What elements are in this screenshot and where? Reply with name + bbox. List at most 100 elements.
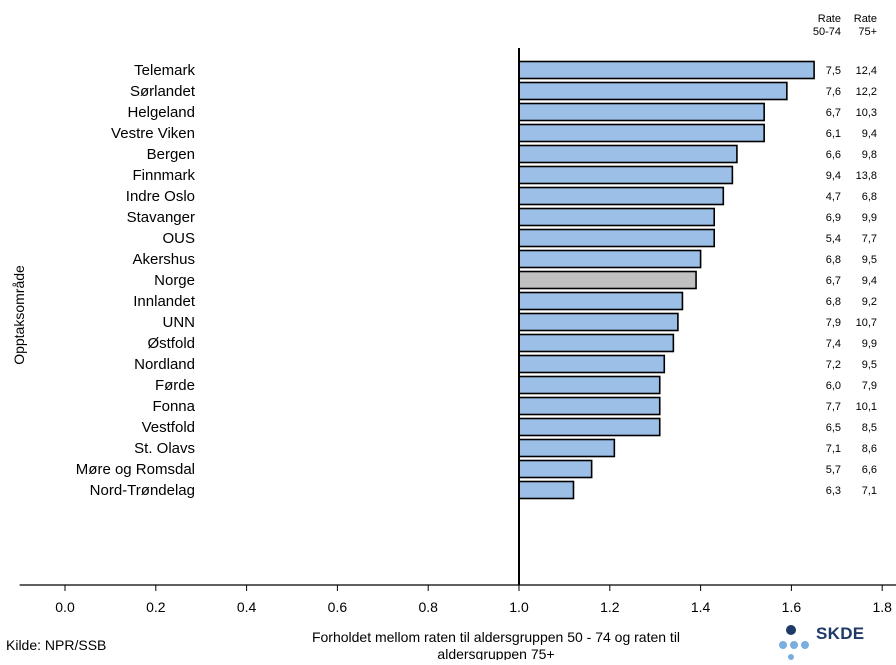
bar xyxy=(518,396,661,416)
rate-50-74-value: 6,1 xyxy=(826,128,841,140)
y-axis-title: Opptaksområde xyxy=(11,265,27,365)
rate-75-value: 9,2 xyxy=(862,296,877,308)
rate-75-value: 6,8 xyxy=(862,191,877,203)
logo-dots-icon xyxy=(779,625,809,660)
category-label: Vestre Viken xyxy=(111,125,195,142)
bar xyxy=(518,207,716,227)
bar xyxy=(518,312,679,332)
x-tick-label: 1.2 xyxy=(600,599,620,615)
bar xyxy=(518,228,716,248)
bar xyxy=(518,144,738,164)
bar xyxy=(518,249,702,269)
bar xyxy=(518,417,661,437)
rate-50-74-value: 6,7 xyxy=(826,107,841,119)
rate-75-value: 10,3 xyxy=(856,107,877,119)
category-label: Norge xyxy=(154,272,195,289)
bar xyxy=(518,165,734,185)
bar xyxy=(518,186,725,206)
rate-50-74-value: 7,4 xyxy=(826,338,841,350)
bar xyxy=(518,123,765,143)
category-label: Førde xyxy=(155,377,195,394)
rate-50-74-value: 6,8 xyxy=(826,254,841,266)
category-label: Finnmark xyxy=(132,167,195,184)
table-header: Rate 75+ xyxy=(854,13,877,38)
category-label: Stavanger xyxy=(127,209,195,226)
bar xyxy=(518,354,666,374)
x-axis-title: Forholdet mellom raten til aldersgruppen… xyxy=(312,629,680,660)
rate-50-74-value: 9,4 xyxy=(826,170,841,182)
x-tick-label: 1.4 xyxy=(691,599,711,615)
rate-75-value: 10,7 xyxy=(856,317,877,329)
x-tick-label: 0.4 xyxy=(237,599,257,615)
category-label: Bergen xyxy=(147,146,195,163)
category-label: Innlandet xyxy=(133,293,196,310)
rate-50-74-value: 5,7 xyxy=(826,464,841,476)
rate-50-74-value: 6,8 xyxy=(826,296,841,308)
category-label: Sørlandet xyxy=(130,83,196,100)
bar xyxy=(518,60,815,80)
category-label: UNN xyxy=(163,314,196,331)
category-label: Fonna xyxy=(152,398,195,415)
rate-75-value: 12,2 xyxy=(856,86,877,98)
rate-50-74-value: 7,1 xyxy=(826,443,841,455)
bar xyxy=(518,270,697,290)
category-label: Helgeland xyxy=(127,104,195,121)
rate-75-value: 9,4 xyxy=(862,128,877,140)
x-tick-label: 0.8 xyxy=(418,599,438,615)
rate-50-74-value: 7,9 xyxy=(826,317,841,329)
rate-50-74-value: 6,5 xyxy=(826,422,841,434)
rate-75-value: 9,5 xyxy=(862,254,877,266)
rate-50-74-value: 7,2 xyxy=(826,359,841,371)
category-label: Møre og Romsdal xyxy=(76,461,195,478)
rate-75-value: 9,5 xyxy=(862,359,877,371)
source-note: Kilde: NPR/SSB xyxy=(6,637,107,653)
rate-75-value: 8,5 xyxy=(862,422,877,434)
rate-50-74-value: 6,3 xyxy=(826,485,841,497)
bar xyxy=(518,375,661,395)
rate-75-value: 9,4 xyxy=(862,275,877,287)
category-label: Nordland xyxy=(134,356,195,373)
logo-text: SKDE xyxy=(816,624,865,643)
category-label: Vestfold xyxy=(142,419,195,436)
category-label: Nord-Trøndelag xyxy=(90,482,195,499)
bar xyxy=(518,438,616,458)
x-tick-label: 0.6 xyxy=(328,599,348,615)
rate-50-74-value: 5,4 xyxy=(826,233,841,245)
rate-75-value: 12,4 xyxy=(856,65,877,77)
category-label: Indre Oslo xyxy=(126,188,195,205)
bar xyxy=(518,480,575,500)
x-tick-label: 1.6 xyxy=(782,599,802,615)
rate-50-74-value: 6,7 xyxy=(826,275,841,287)
bar xyxy=(518,102,765,122)
rate-75-value: 7,1 xyxy=(862,485,877,497)
rate-50-74-value: 7,6 xyxy=(826,86,841,98)
rate-75-value: 7,7 xyxy=(862,233,877,245)
category-label: St. Olavs xyxy=(134,440,195,457)
x-tick-label: 0.2 xyxy=(146,599,166,615)
rate-75-value: 7,9 xyxy=(862,380,877,392)
skde-logo: SKDE xyxy=(778,618,896,660)
rate-50-74-value: 6,0 xyxy=(826,380,841,392)
rate-75-value: 13,8 xyxy=(856,170,877,182)
rate-75-value: 9,9 xyxy=(862,338,877,350)
bar xyxy=(518,333,675,353)
category-label: Akershus xyxy=(132,251,195,268)
category-label: OUS xyxy=(162,230,195,247)
rate-75-value: 9,9 xyxy=(862,212,877,224)
x-tick-label: 1.0 xyxy=(509,599,529,615)
rate-75-value: 10,1 xyxy=(856,401,877,413)
rate-75-value: 9,8 xyxy=(862,149,877,161)
table-header: Rate 50-74 xyxy=(813,13,841,38)
bar xyxy=(518,291,684,311)
rate-50-74-value: 6,6 xyxy=(826,149,841,161)
rate-50-74-value: 7,7 xyxy=(826,401,841,413)
rate-50-74-value: 6,9 xyxy=(826,212,841,224)
rate-50-74-value: 7,5 xyxy=(826,65,841,77)
rate-50-74-value: 4,7 xyxy=(826,191,841,203)
bar xyxy=(518,459,593,479)
bar xyxy=(518,81,788,101)
category-label: Østfold xyxy=(147,335,195,352)
category-label: Telemark xyxy=(134,62,195,79)
rate-75-value: 8,6 xyxy=(862,443,877,455)
